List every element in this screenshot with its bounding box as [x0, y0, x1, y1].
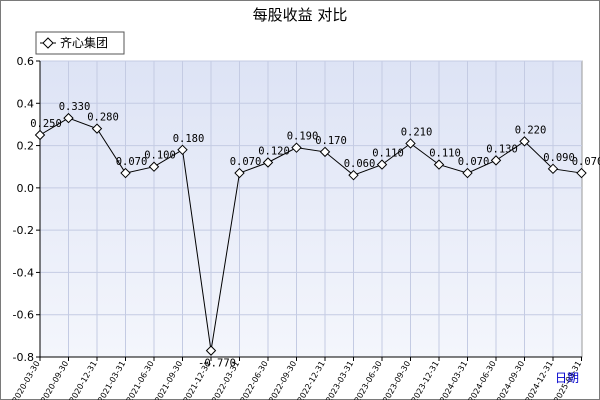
x-tick-label: 2024-06-30 — [467, 360, 498, 400]
x-tick-label: 2022-12-31 — [296, 360, 327, 400]
data-point — [262, 157, 274, 168]
data-point — [547, 163, 559, 175]
x-tick-label: 2024-09-30 — [495, 360, 526, 400]
data-label: 0.070 — [116, 156, 148, 168]
data-point — [291, 142, 302, 153]
data-point — [148, 161, 160, 172]
data-label: 0.110 — [372, 148, 404, 160]
data-label: 0.130 — [486, 143, 518, 155]
data-point — [490, 155, 502, 166]
y-tick-label: -0.6 — [13, 309, 34, 322]
x-tick-label: 2023-09-30 — [381, 360, 412, 400]
plot-area — [39, 60, 583, 358]
y-tick-label: 0.0 — [17, 182, 35, 195]
data-point — [405, 138, 416, 149]
legend-box — [35, 31, 125, 55]
data-point — [462, 167, 473, 179]
x-tick-label: 2020-12-31 — [68, 360, 99, 400]
data-label: 0.180 — [173, 133, 205, 145]
data-point — [34, 129, 46, 141]
x-tick-label: 2021-03-31 — [96, 360, 127, 400]
data-label: -0.770 — [198, 358, 236, 370]
data-label: 0.070 — [230, 156, 262, 168]
x-tick-label: 2022-06-30 — [239, 360, 270, 400]
x-tick-label: 2021-09-30 — [153, 360, 184, 400]
y-tick-label: 0.4 — [17, 97, 35, 110]
x-tick-label: 2023-06-30 — [353, 360, 384, 400]
data-label: 0.250 — [30, 118, 62, 130]
x-tick-label: 2023-03-31 — [324, 360, 355, 400]
data-point — [433, 159, 445, 170]
data-point — [576, 167, 587, 179]
data-label: 0.330 — [59, 101, 91, 113]
x-tick-label: 2024-03-31 — [438, 360, 469, 400]
x-tick-label: 2020-09-30 — [39, 360, 70, 400]
data-point — [205, 345, 217, 356]
data-point — [519, 136, 530, 147]
data-label: 0.060 — [344, 158, 376, 170]
chart-title: 每股收益 对比 — [253, 6, 348, 24]
y-tick-label: -0.4 — [13, 266, 34, 279]
data-point — [234, 167, 245, 179]
y-tick-label: 0.2 — [17, 140, 35, 153]
data-label: 0.100 — [144, 150, 176, 162]
x-tick-label: 2021-06-30 — [125, 360, 156, 400]
data-label: 0.120 — [258, 145, 290, 157]
data-label: 0.220 — [515, 124, 547, 136]
y-axis: -0.8 -0.6 -0.4 -0.2 0.0 0.2 0.4 0.6 — [13, 55, 41, 364]
y-tick-label: -0.2 — [13, 224, 34, 237]
data-label: 0.070 — [572, 156, 600, 168]
x-axis-label: 日期 — [555, 371, 579, 385]
x-tick-label: 2022-09-30 — [267, 360, 298, 400]
x-tick-label: 2024-12-31 — [524, 360, 555, 400]
data-label: 0.280 — [87, 112, 119, 124]
data-point — [348, 169, 359, 181]
data-point — [120, 167, 131, 179]
data-label: 0.110 — [429, 148, 461, 160]
data-label: 0.210 — [401, 126, 433, 138]
x-tick-label: 2020-03-30 — [11, 360, 42, 400]
data-point — [319, 146, 331, 158]
y-tick-label: 0.6 — [17, 55, 35, 68]
series-layer: 0.2500.3300.2800.0700.1000.180-0.7700.07… — [30, 101, 600, 370]
legend: 齐心集团 — [35, 31, 125, 55]
y-tick-label: -0.8 — [13, 351, 34, 364]
legend-label: 齐心集团 — [60, 35, 108, 50]
data-point — [91, 123, 103, 134]
legend-marker-diamond-icon — [42, 37, 54, 49]
data-point — [63, 112, 74, 124]
data-label: 0.070 — [458, 156, 490, 168]
series-line — [39, 117, 582, 351]
x-axis: 2020-03-302020-09-302020-12-312021-03-31… — [11, 356, 583, 400]
data-label: 0.090 — [543, 152, 575, 164]
x-tick-label: 2023-12-31 — [410, 360, 441, 400]
data-label: 0.190 — [287, 131, 319, 143]
data-point — [177, 144, 188, 156]
data-label: 0.170 — [315, 135, 347, 147]
data-point — [376, 159, 388, 170]
